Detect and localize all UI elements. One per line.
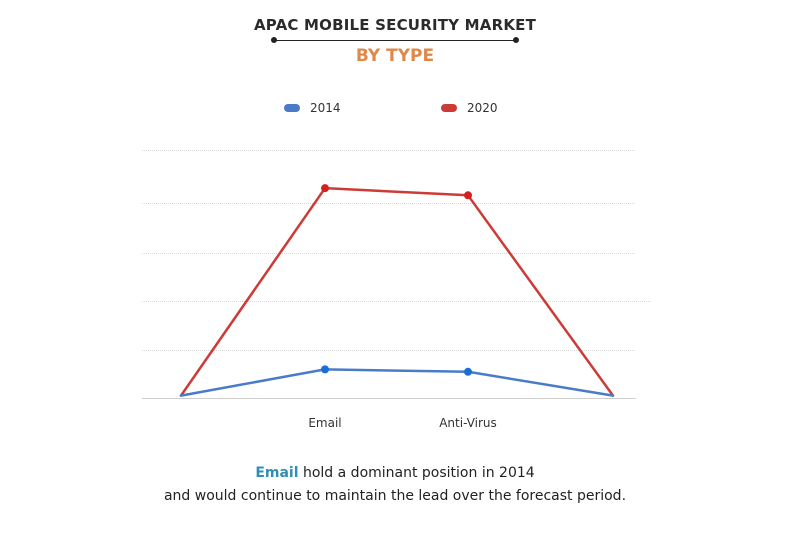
- underline-right-dot: [513, 37, 519, 43]
- legend-label-2020: 2020: [467, 101, 498, 115]
- data-point-2014-email: [321, 365, 329, 374]
- chart-subtitle: BY TYPE: [355, 46, 435, 66]
- underline-left-dot: [271, 37, 277, 43]
- legend-label-2014: 2014: [310, 101, 341, 115]
- series-line-2014: [179, 368, 615, 397]
- legend-item-2014: 2014: [284, 101, 341, 115]
- caption-line-2: and would continue to maintain the lead …: [163, 488, 627, 504]
- x-tick-label: Email: [308, 416, 341, 430]
- caption-line-1: Email hold a dominant position in 2014: [0, 465, 790, 481]
- data-point-2020-email: [321, 184, 329, 193]
- legend-item-2020: 2020: [441, 101, 498, 115]
- series-line-2020: [179, 186, 615, 397]
- x-tick-label: Anti-Virus: [439, 416, 497, 430]
- legend-swatch-2014: [284, 104, 300, 112]
- data-point-2014-anti-virus: [464, 367, 472, 376]
- caption-highlight: Email: [255, 465, 299, 481]
- data-point-2020-anti-virus: [464, 191, 472, 200]
- chart-title: APAC MOBILE SECURITY MARKET: [253, 16, 537, 34]
- legend-swatch-2020: [441, 104, 457, 112]
- caption-line-1-text: hold a dominant position in 2014: [298, 465, 535, 481]
- title-underline: [274, 40, 516, 41]
